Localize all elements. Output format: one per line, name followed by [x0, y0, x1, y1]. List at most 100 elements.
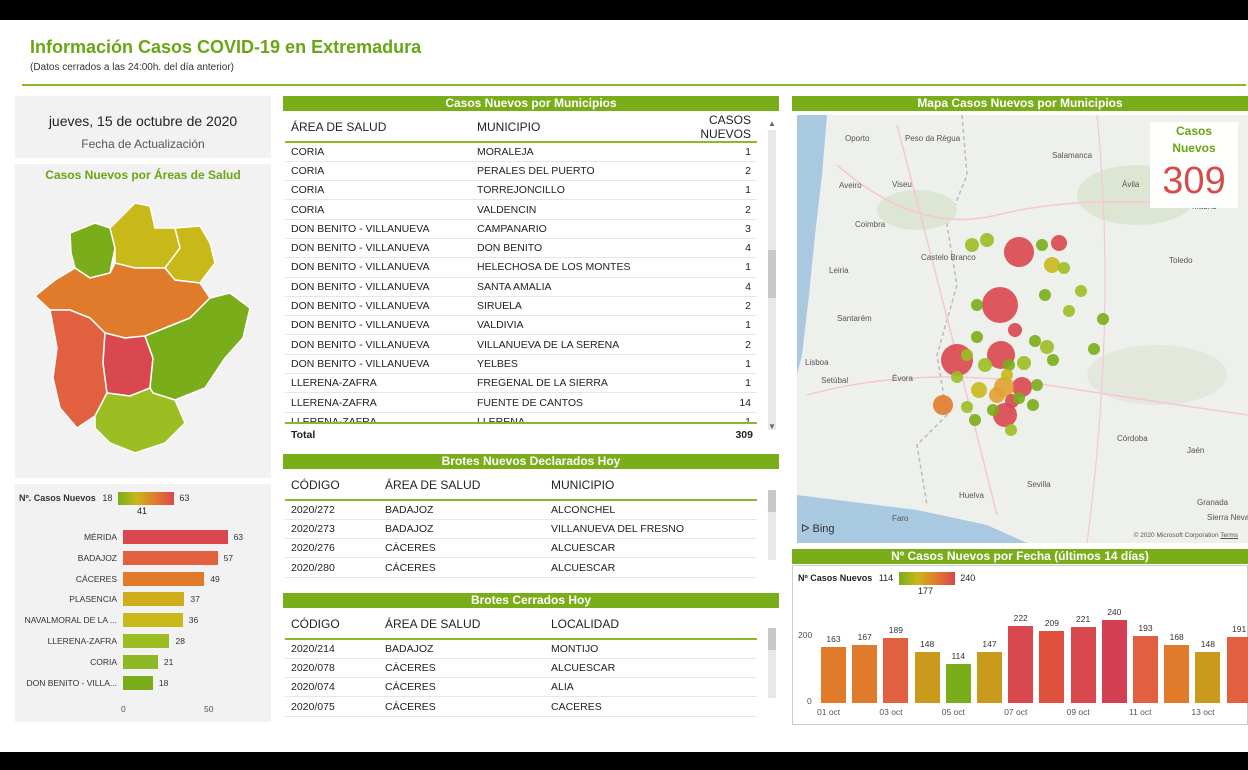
- map-bubble[interactable]: [989, 387, 1005, 403]
- date-bar[interactable]: [1226, 636, 1248, 703]
- municipios-scroll-thumb[interactable]: [768, 250, 776, 298]
- map-bubble[interactable]: [1063, 305, 1075, 317]
- table-row[interactable]: LLERENA-ZAFRA FREGENAL DE LA SIERRA 1: [285, 373, 757, 394]
- brotes-cerrados-scroll-thumb[interactable]: [768, 628, 776, 650]
- bn-col-area[interactable]: ÁREA DE SALUD: [385, 477, 481, 492]
- date-bar[interactable]: [1101, 620, 1127, 703]
- area-bar[interactable]: [123, 592, 185, 607]
- map-bubble[interactable]: [1005, 424, 1017, 436]
- date-bar[interactable]: [1008, 626, 1034, 703]
- map-bubble[interactable]: [1088, 343, 1100, 355]
- area-bar[interactable]: [123, 613, 183, 628]
- area-llerena-zafra[interactable]: [94, 387, 186, 454]
- map-bubble[interactable]: [961, 401, 973, 413]
- col-area-salud[interactable]: ÁREA DE SALUD: [291, 119, 387, 134]
- table-row[interactable]: CORIA VALDENCIN 2: [285, 199, 757, 220]
- map-bubble[interactable]: [978, 358, 992, 372]
- date-bar[interactable]: [1070, 626, 1096, 703]
- date-bar[interactable]: [914, 651, 940, 703]
- map-bubble[interactable]: [1047, 354, 1059, 366]
- map-bubble[interactable]: [965, 238, 979, 252]
- scroll-down-icon[interactable]: ▼: [768, 422, 776, 431]
- brotes-nuevos-scrollbar[interactable]: [768, 490, 776, 560]
- map-bubble[interactable]: [1058, 262, 1070, 274]
- table-row[interactable]: DON BENITO - VILLANUEVA HELECHOSA DE LOS …: [285, 257, 757, 278]
- table-row[interactable]: CORIA TORREJONCILLO 1: [285, 180, 757, 201]
- map-bubble[interactable]: [1001, 369, 1013, 381]
- brotes-cerrados-scrollbar[interactable]: [768, 628, 776, 698]
- area-bar[interactable]: [123, 634, 170, 648]
- bn-col-codigo[interactable]: CÓDIGO: [291, 477, 340, 492]
- table-row[interactable]: CORIA MORALEJA 1: [285, 142, 757, 162]
- map-bubble[interactable]: [1097, 313, 1109, 325]
- col-casos-nuevos[interactable]: CASOS NUEVOS: [700, 112, 751, 141]
- col-municipio[interactable]: MUNICIPIO: [477, 119, 541, 134]
- map-bubble[interactable]: [971, 299, 983, 311]
- map-bubble[interactable]: [969, 414, 981, 426]
- scroll-up-icon[interactable]: ▲: [768, 119, 776, 128]
- map-bubble[interactable]: [980, 233, 994, 247]
- table-row[interactable]: DON BENITO - VILLANUEVA VALDIVIA 1: [285, 315, 757, 336]
- map-bubble[interactable]: [987, 404, 999, 416]
- map-bubble[interactable]: [1013, 392, 1025, 404]
- map-bubble[interactable]: [1075, 285, 1087, 297]
- map-bubble[interactable]: [1027, 399, 1039, 411]
- date-bar[interactable]: [977, 652, 1002, 703]
- map-bubble[interactable]: [1031, 379, 1043, 391]
- map-bubble[interactable]: [961, 349, 973, 361]
- table-row[interactable]: 2020/280 CÁCERES ALCUESCAR: [285, 557, 757, 578]
- table-row[interactable]: LLERENA-ZAFRA FUENTE DE CANTOS 14: [285, 392, 757, 413]
- table-row[interactable]: DON BENITO - VILLANUEVA SIRUELA 2: [285, 296, 757, 317]
- table-row[interactable]: DON BENITO - VILLANUEVA DON BENITO 4: [285, 238, 757, 259]
- map-bubble[interactable]: [1017, 356, 1031, 370]
- table-row[interactable]: 2020/074 CÁCERES ALIA: [285, 677, 757, 698]
- table-row[interactable]: DON BENITO - VILLANUEVA CAMPANARIO 3: [285, 219, 757, 239]
- table-row[interactable]: 2020/276 CÁCERES ALCUESCAR: [285, 538, 757, 559]
- map-bubble[interactable]: [971, 382, 987, 398]
- bc-col-localidad[interactable]: LOCALIDAD: [551, 616, 620, 631]
- map-bubble[interactable]: [1040, 340, 1054, 354]
- map-bubble[interactable]: [1036, 239, 1048, 251]
- bc-col-area[interactable]: ÁREA DE SALUD: [385, 616, 481, 631]
- table-row[interactable]: DON BENITO - VILLANUEVA YELBES 1: [285, 354, 757, 375]
- area-bar[interactable]: [123, 530, 228, 544]
- date-bar[interactable]: [1164, 644, 1190, 703]
- map-bubble[interactable]: [1044, 257, 1060, 273]
- map-bubble[interactable]: [1003, 359, 1015, 371]
- date-bar[interactable]: [1039, 630, 1065, 703]
- date-bar[interactable]: [821, 646, 846, 703]
- map-bubble[interactable]: [1029, 335, 1041, 347]
- extremadura-areas-map[interactable]: [15, 188, 271, 478]
- map-bubble[interactable]: [971, 331, 983, 343]
- date-bar[interactable]: [945, 663, 971, 703]
- date-bar[interactable]: [1133, 636, 1158, 703]
- area-plasencia[interactable]: [109, 202, 181, 269]
- table-row[interactable]: CORIA PERALES DEL PUERTO 2: [285, 161, 757, 182]
- map-bubble[interactable]: [982, 287, 1018, 323]
- area-bar[interactable]: [123, 654, 158, 669]
- table-row[interactable]: 2020/214 BADAJOZ MONTIJO: [285, 639, 757, 659]
- table-row[interactable]: 2020/075 CÁCERES CACERES: [285, 696, 757, 717]
- date-bar[interactable]: [1195, 651, 1221, 703]
- area-bar[interactable]: [123, 675, 153, 690]
- map-bubble[interactable]: [1039, 289, 1051, 301]
- area-bar[interactable]: [123, 550, 218, 565]
- map-bubble[interactable]: [1012, 377, 1032, 397]
- municipios-scrollbar[interactable]: [768, 130, 776, 430]
- area-merida[interactable]: [102, 332, 154, 397]
- map-bubble[interactable]: [1051, 235, 1067, 251]
- map-bubble[interactable]: [993, 403, 1017, 427]
- map-bubble[interactable]: [951, 371, 963, 383]
- table-row[interactable]: DON BENITO - VILLANUEVA SANTA AMALIA 4: [285, 277, 757, 297]
- table-row[interactable]: 2020/272 BADAJOZ ALCONCHEL: [285, 500, 757, 520]
- area-bar[interactable]: [123, 571, 205, 586]
- table-row[interactable]: 2020/273 BADAJOZ VILLANUEVA DEL FRESNO: [285, 519, 757, 540]
- table-row[interactable]: 2020/078 CÁCERES ALCUESCAR: [285, 658, 757, 679]
- map-bubble[interactable]: [933, 395, 953, 415]
- date-bar[interactable]: [852, 645, 878, 703]
- table-row[interactable]: DON BENITO - VILLANUEVA VILLANUEVA DE LA …: [285, 334, 757, 355]
- date-bar[interactable]: [883, 637, 909, 703]
- brotes-nuevos-scroll-thumb[interactable]: [768, 490, 776, 512]
- map-bubble[interactable]: [1004, 237, 1034, 267]
- bc-col-codigo[interactable]: CÓDIGO: [291, 616, 340, 631]
